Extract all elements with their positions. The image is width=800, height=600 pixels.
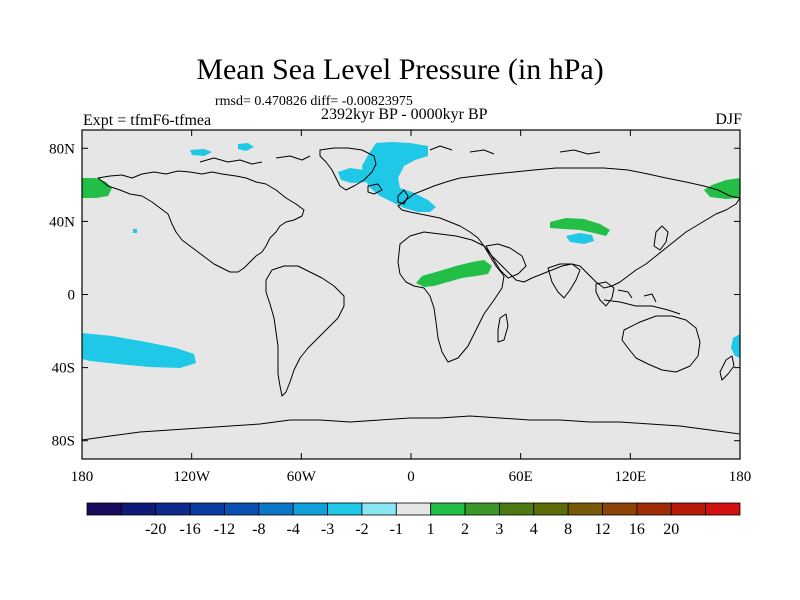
stats-text: rmsd= 0.470826 diff= -0.00823975 — [215, 94, 413, 109]
anomaly-region-south-pacific — [82, 333, 196, 368]
colorbar-label: 4 — [530, 521, 538, 538]
coast-iceland — [367, 183, 383, 195]
coast-india — [547, 263, 581, 299]
colorbar-swatch — [567, 502, 603, 516]
colorbar: -20 -16 -12 -8 -4 -3 -2 -1 1 2 3 4 8 12 16 20 — [86, 502, 741, 538]
coast-arabia — [485, 243, 527, 279]
x-tick-label: 120W — [173, 469, 211, 485]
colorbar-swatch — [120, 502, 157, 516]
colorbar-swatch — [499, 502, 535, 516]
coast-south-america — [265, 265, 345, 397]
coast-madagascar — [497, 313, 509, 343]
x-tick-label: 0 — [407, 469, 415, 485]
colorbar-label: 3 — [495, 521, 503, 538]
colorbar-swatch — [224, 502, 260, 516]
y-tick-label: 40N — [49, 214, 75, 230]
colorbar-label: -8 — [252, 521, 265, 538]
anomaly-region-tropical-pacific — [133, 229, 137, 233]
anomaly-region-siberia-west — [704, 178, 740, 199]
colorbar-swatch — [670, 502, 707, 516]
x-axis: 180 120W 60W 0 60E 120E 180 — [71, 130, 752, 485]
coast-greenland — [319, 147, 377, 191]
colorbar-swatch — [86, 502, 122, 516]
colorbar-label: -3 — [321, 521, 334, 538]
colorbar-label: -16 — [179, 521, 200, 538]
colorbar-label: 12 — [595, 521, 611, 538]
anomaly-region-north-atlantic — [362, 142, 436, 212]
colorbar-label: -12 — [214, 521, 235, 538]
coast-se-asia — [595, 281, 615, 307]
experiment-label: Expt = tfmF6-tfmea — [83, 112, 212, 129]
colorbar-swatch — [464, 502, 500, 516]
colorbar-label: 20 — [663, 521, 679, 538]
x-tick-label: 180 — [71, 469, 94, 485]
colorbar-swatch — [361, 502, 397, 516]
anomaly-region-tibet — [550, 218, 610, 236]
period-label: 2392kyr BP - 0000kyr BP — [321, 106, 488, 123]
anomaly-region-central-asia — [566, 233, 594, 244]
colorbar-swatch — [258, 502, 294, 516]
colorbar-swatch — [533, 502, 569, 516]
anomaly-region-baffin — [338, 168, 372, 183]
coast-british-isles — [397, 189, 409, 205]
map-content — [82, 142, 740, 441]
x-tick-label: 120E — [614, 469, 646, 485]
colorbar-swatch — [705, 502, 741, 516]
coast-africa — [397, 231, 505, 363]
y-tick-label: 40S — [52, 361, 75, 377]
anomaly-region-arctic-canada — [190, 149, 212, 156]
colorbar-label: 16 — [629, 521, 645, 538]
colorbar-label: 1 — [427, 521, 435, 538]
y-tick-label: 0 — [68, 288, 76, 304]
chart-title: Mean Sea Level Pressure (in hPa) — [196, 53, 604, 86]
y-tick-label: 80N — [49, 141, 75, 157]
coast-antarctica — [82, 415, 740, 441]
coast-australia — [621, 315, 701, 373]
colorbar-swatch — [189, 502, 225, 516]
colorbar-swatch — [430, 502, 466, 516]
colorbar-swatch — [636, 502, 672, 516]
x-tick-label: 60E — [509, 469, 533, 485]
colorbar-label: -20 — [145, 521, 166, 538]
colorbar-swatch — [395, 502, 432, 516]
season-label: DJF — [715, 111, 742, 128]
coast-north-america — [97, 170, 305, 273]
x-tick-label: 60W — [287, 469, 317, 485]
colorbar-swatch — [602, 502, 638, 516]
y-axis: 80N 40N 0 40S 80S — [49, 141, 740, 450]
colorbar-label: 8 — [564, 521, 572, 538]
map-background — [82, 130, 740, 459]
colorbar-swatch — [155, 502, 191, 516]
colorbar-label: -4 — [287, 521, 300, 538]
x-tick-label: 180 — [729, 469, 752, 485]
colorbar-label: -2 — [355, 521, 368, 538]
colorbar-swatch — [292, 502, 328, 516]
anomaly-region-arctic-ellesmere — [238, 143, 254, 151]
anomaly-region-south-pacific-east — [731, 334, 740, 358]
coast-indonesia — [603, 289, 681, 315]
colorbar-label: 2 — [461, 521, 469, 538]
colorbar-label: -1 — [390, 521, 403, 538]
y-tick-label: 80S — [52, 434, 75, 450]
colorbar-swatch — [327, 502, 363, 516]
anomaly-region-sahel — [416, 260, 492, 287]
anomaly-fill-layer — [82, 142, 740, 368]
coast-new-zealand — [719, 355, 735, 381]
coastlines — [82, 145, 740, 441]
coast-arctic-islands — [199, 145, 601, 165]
coast-japan — [653, 225, 669, 251]
